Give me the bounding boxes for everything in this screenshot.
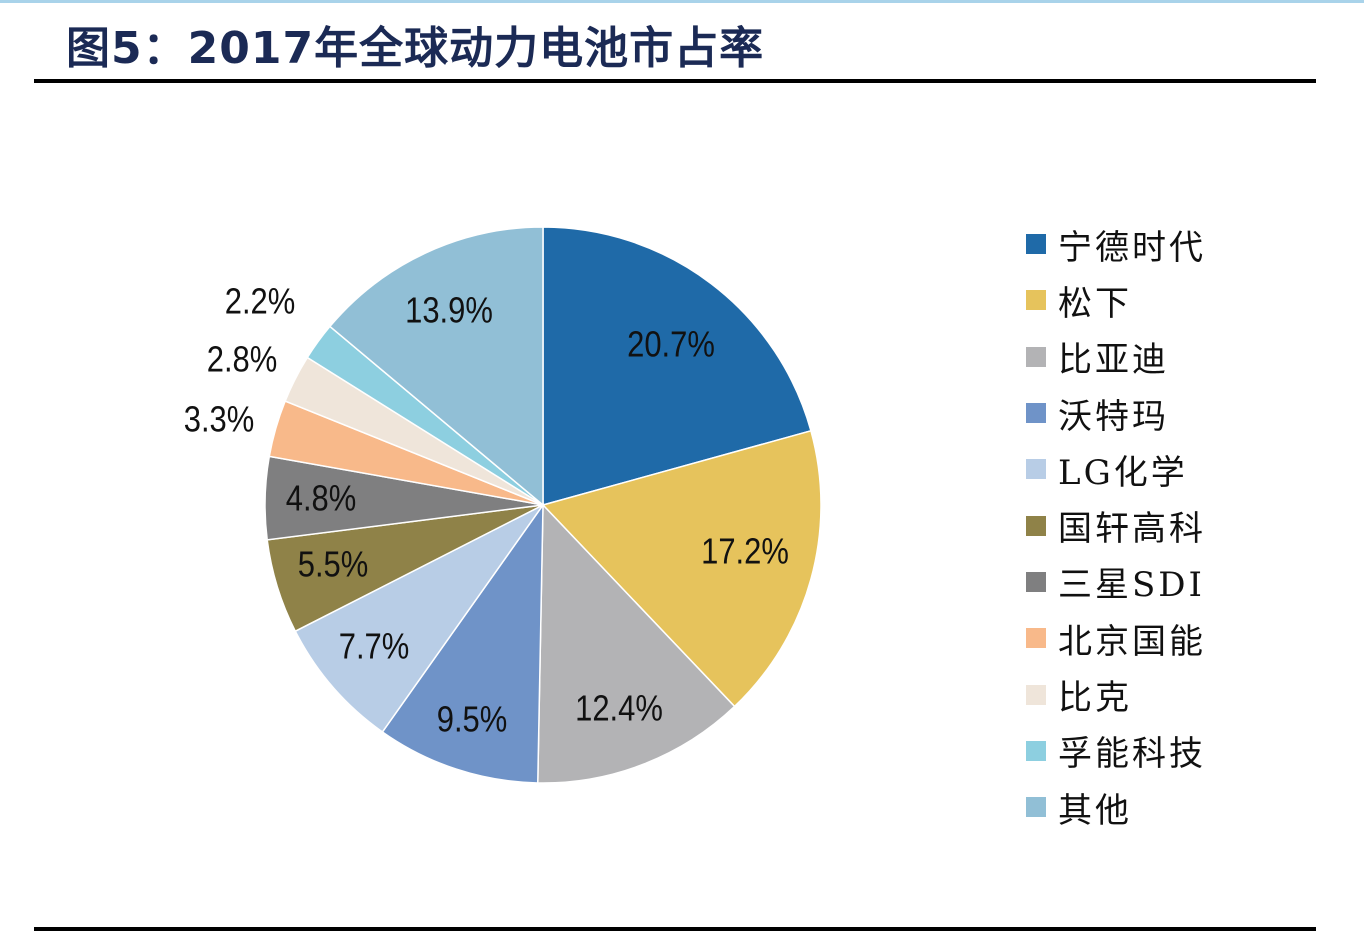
title-divider xyxy=(34,79,1316,83)
legend-swatch xyxy=(1026,740,1046,761)
legend-label: 其他 xyxy=(1058,790,1132,831)
slice-data-label: 2.2% xyxy=(225,282,296,322)
legend-swatch xyxy=(1026,628,1046,649)
legend-label: 沃特玛 xyxy=(1058,396,1169,437)
slice-data-label: 9.5% xyxy=(437,700,508,740)
legend-label: 比亚迪 xyxy=(1058,340,1169,381)
slice-data-label: 2.8% xyxy=(207,340,278,380)
legend-swatch xyxy=(1026,459,1046,480)
pie-slice-4 xyxy=(381,502,544,784)
legend: 宁德时代松下比亚迪沃特玛 LG化学国轩高科三星SDI 北京国能比克孚能科技其他 xyxy=(1026,216,1206,835)
legend-item: LG化学 xyxy=(1026,441,1206,497)
pie-slice-2 xyxy=(541,429,822,708)
pie-slice-1 xyxy=(542,226,812,506)
legend-swatch xyxy=(1026,290,1046,311)
bottom-divider xyxy=(34,927,1316,931)
legend-item: 松下 xyxy=(1026,272,1206,328)
legend-item: 三星SDI xyxy=(1026,554,1206,610)
slice-data-label: 13.9% xyxy=(405,291,493,331)
legend-item: 其他 xyxy=(1026,779,1206,835)
legend-swatch xyxy=(1026,234,1046,255)
legend-swatch xyxy=(1026,515,1046,536)
legend-swatch xyxy=(1026,684,1046,705)
slice-data-label: 3.3% xyxy=(184,400,255,440)
pie-slice-11 xyxy=(328,226,544,507)
legend-label: 宁德时代 xyxy=(1058,227,1206,268)
slice-data-label: 12.4% xyxy=(575,689,663,729)
legend-swatch xyxy=(1026,346,1046,367)
slice-data-label: 17.2% xyxy=(701,532,789,572)
legend-label: 孚能科技 xyxy=(1058,734,1206,775)
slice-data-label: 5.5% xyxy=(298,545,369,585)
legend-label: 国轩高科 xyxy=(1058,509,1206,550)
legend-item: 比亚迪 xyxy=(1026,329,1206,385)
pie-slice-5 xyxy=(294,504,544,733)
slice-data-label: 7.7% xyxy=(339,627,410,667)
legend-swatch xyxy=(1026,403,1046,424)
legend-item: 沃特玛 xyxy=(1026,385,1206,441)
pie-slice-3 xyxy=(536,503,736,784)
legend-label: 三星SDI xyxy=(1058,565,1205,606)
chart-title: 图5：2017年全球动力电池市占率 xyxy=(66,23,765,74)
legend-label: 北京国能 xyxy=(1058,621,1206,662)
legend-item: 国轩高科 xyxy=(1026,497,1206,553)
top-accent-line xyxy=(0,0,1364,3)
legend-swatch xyxy=(1026,571,1046,592)
legend-item: 北京国能 xyxy=(1026,610,1206,666)
legend-item: 比克 xyxy=(1026,666,1206,722)
slice-data-label: 4.8% xyxy=(286,479,357,519)
legend-label: 比克 xyxy=(1058,678,1132,719)
legend-label: 松下 xyxy=(1058,283,1132,324)
legend-item: 宁德时代 xyxy=(1026,216,1206,272)
legend-item: 孚能科技 xyxy=(1026,723,1206,779)
legend-swatch xyxy=(1026,797,1046,818)
legend-label: LG化学 xyxy=(1058,452,1188,493)
slice-data-label: 20.7% xyxy=(627,325,715,365)
